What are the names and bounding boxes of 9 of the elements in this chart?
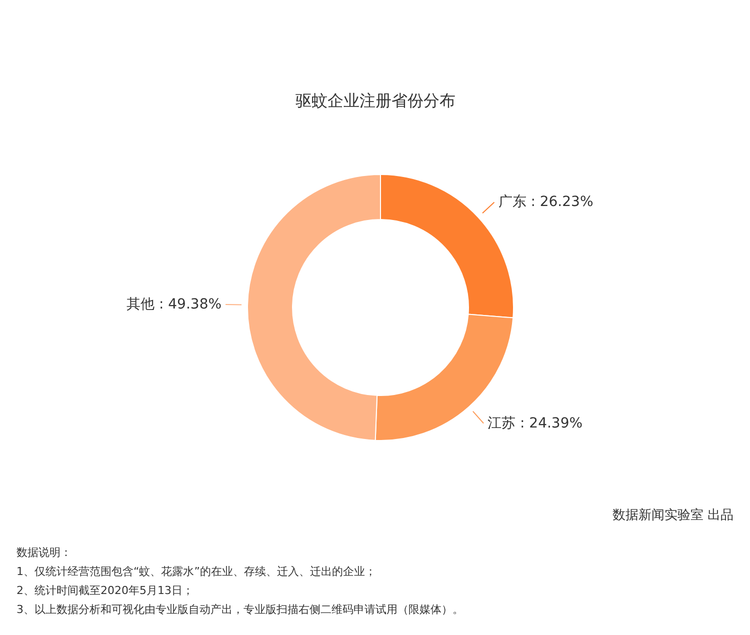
- chart-title: 驱蚊企业注册省份分布: [296, 91, 456, 110]
- text: 数据说明：: [16, 546, 72, 559]
- text: 1、仅统计经营范围包含“蚊、花露水”的在业、存续、迁入、迁出的企业；: [16, 565, 376, 578]
- text: 2、统计时间截至2020年5月13日；: [16, 584, 194, 597]
- text: 数据新闻实验室 出品: [612, 507, 734, 523]
- text: 3、以上数据分析和可视化由专业版自动产出，专业版扫描右侧二维码申请试用（限媒体）。: [16, 603, 464, 616]
- slice-label: 广东 : 26.23%: [498, 194, 594, 210]
- slice-label: 其他 : 49.38%: [126, 296, 222, 312]
- slice-label: 江苏 : 24.39%: [488, 415, 583, 432]
